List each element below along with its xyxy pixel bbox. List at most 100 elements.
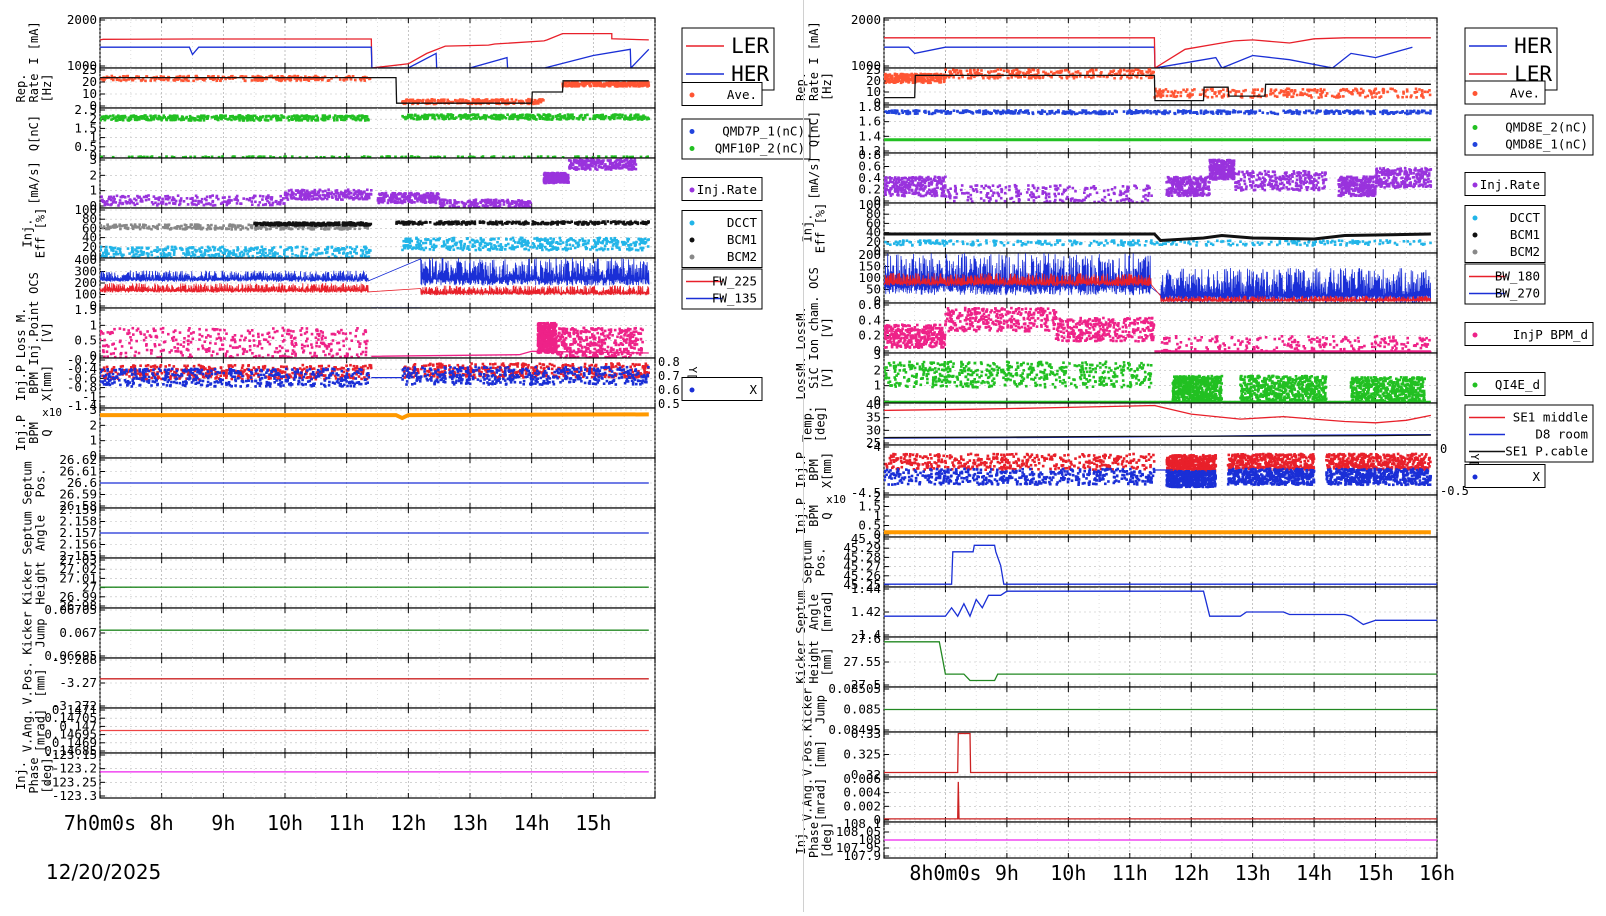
left-q-point: [578, 117, 581, 120]
left-q-point: [171, 115, 174, 118]
left-q-point: [228, 117, 231, 120]
left-eff-point: [194, 254, 197, 257]
left-injrate-point: [607, 168, 610, 171]
left-injrate-point: [568, 159, 571, 162]
left-injrate-point: [326, 192, 329, 195]
left-injrate-point: [313, 194, 316, 197]
left-injrate-point: [392, 197, 395, 200]
left-eff-point: [422, 242, 425, 245]
left-rep-point: [630, 83, 633, 86]
left-rep-legend-marker: [690, 93, 695, 98]
left-eff-point: [413, 221, 416, 224]
left-injrate-point: [525, 204, 528, 207]
left-eff-point: [604, 223, 607, 226]
left-eff-point: [490, 243, 493, 246]
left-rep-point: [442, 99, 445, 102]
left-eff-point: [647, 245, 650, 248]
left-eff-point: [291, 249, 294, 252]
left-injrate-point: [119, 199, 122, 202]
left-injrate-point: [137, 196, 140, 199]
left-injrate-point: [352, 198, 355, 201]
left-injrate-point: [515, 203, 518, 206]
left-q-point: [345, 115, 348, 118]
left-eff-point: [304, 223, 307, 226]
left-eff-point: [128, 252, 131, 255]
left-rep-point: [196, 78, 199, 81]
left-rep-point: [459, 98, 462, 101]
left-eff-point: [146, 227, 149, 230]
left-q-point: [519, 114, 522, 117]
left-eff-point: [294, 224, 297, 227]
left-injrate-point: [480, 201, 483, 204]
left-eff-point: [331, 253, 334, 256]
left-eff-point: [234, 228, 237, 231]
left-q-point: [199, 117, 202, 120]
left-q-point: [477, 116, 480, 119]
left-injrate-point: [235, 196, 238, 199]
left-q-point: [354, 117, 357, 120]
left-injrate-point: [264, 203, 267, 206]
left-eff-point: [230, 225, 233, 228]
left-rep-point: [300, 79, 303, 82]
left-injrate-point: [158, 197, 161, 200]
left-q-point: [357, 116, 360, 119]
left-injrate-point: [228, 199, 231, 202]
left-injrate-point: [186, 197, 189, 200]
left-eff-point: [344, 224, 347, 227]
left-eff-point: [201, 246, 204, 249]
left-q-point: [634, 116, 637, 119]
left-eff-point: [402, 221, 405, 224]
left-injrate-point: [404, 196, 407, 199]
left-q-point: [328, 115, 331, 118]
left-eff-point: [253, 222, 256, 225]
left-q-point: [621, 116, 624, 119]
left-eff-point: [217, 253, 220, 256]
left-injrate-point: [267, 196, 270, 199]
left-eff-point: [173, 253, 176, 256]
left-injrate-point: [187, 203, 190, 206]
left-eff-point: [342, 247, 345, 250]
left-eff-point: [354, 228, 357, 231]
left-eff-point: [182, 228, 185, 231]
left-eff-point: [327, 228, 330, 231]
left-eff-point: [512, 237, 515, 240]
left-injrate-point: [161, 202, 164, 205]
left-injrate-ytick-label: 2: [89, 167, 97, 182]
left-q-point: [474, 117, 477, 120]
left-eff-point: [532, 242, 535, 245]
left-eff-point: [619, 221, 622, 224]
left-q-point: [572, 118, 575, 121]
left-q-point: [359, 119, 362, 122]
left-injrate-point: [197, 202, 200, 205]
left-q-point: [525, 114, 528, 117]
left-eff-point: [578, 239, 581, 242]
left-eff-point: [587, 239, 590, 242]
left-eff-point: [522, 222, 525, 225]
left-eff-point: [399, 222, 402, 225]
left-injrate-point: [331, 195, 334, 198]
left-q-point: [255, 116, 258, 119]
left-injrate-point: [294, 197, 297, 200]
left-injrate-point: [544, 175, 547, 178]
left-q-point: [288, 115, 291, 118]
left-injrate-point: [143, 196, 146, 199]
left-eff-point: [549, 237, 552, 240]
left-injrate-point: [423, 194, 426, 197]
left-injrate-point: [632, 161, 635, 164]
left-injrate-point: [290, 189, 293, 192]
left-q-point: [101, 116, 104, 119]
left-injrate-point: [409, 195, 412, 198]
left-eff-point: [125, 224, 128, 227]
left-q-point: [327, 118, 330, 121]
left-q-point: [265, 119, 268, 122]
left-eff-point: [330, 222, 333, 225]
left-eff-point: [246, 253, 249, 256]
left-injrate-point: [165, 203, 168, 206]
left-eff-point: [469, 241, 472, 244]
left-eff-point: [156, 246, 159, 249]
left-eff-point: [291, 247, 294, 250]
left-eff-point: [642, 222, 645, 225]
left-injrate-point: [254, 201, 257, 204]
left-eff-point: [138, 226, 141, 229]
